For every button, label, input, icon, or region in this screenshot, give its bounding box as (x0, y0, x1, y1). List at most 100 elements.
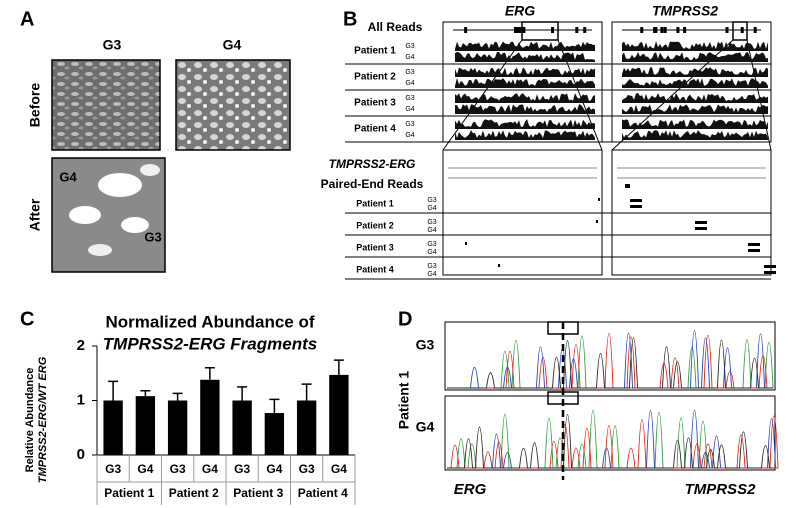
bar (103, 400, 123, 455)
trace (447, 410, 773, 469)
sample-label: G4 (405, 132, 414, 139)
read (630, 199, 642, 202)
sample-label: G4 (416, 419, 435, 435)
gene-label: TMPRSS2 (652, 3, 718, 19)
exon (575, 27, 579, 33)
coverage (622, 130, 768, 140)
gene-label: TMPRSS2 (685, 481, 757, 498)
sample-label: G3 (405, 69, 414, 76)
sample-label: G4 (427, 271, 436, 278)
error-bar (140, 389, 151, 397)
exon (522, 27, 526, 33)
error-bar (269, 398, 280, 414)
read (748, 243, 760, 246)
exon (676, 27, 680, 33)
read (748, 249, 760, 252)
coverage (455, 67, 595, 77)
micrograph (51, 157, 166, 273)
patient-label: Patient 1 (396, 371, 412, 430)
error-bar (237, 386, 248, 401)
x-tick-label: G3 (234, 462, 250, 476)
coverage (455, 41, 595, 51)
bar (167, 400, 188, 455)
coverage (622, 78, 768, 88)
coverage (622, 119, 768, 129)
sample-label: G3 (405, 43, 414, 50)
exon (753, 27, 757, 33)
sample-label: G4 (405, 54, 414, 61)
y-tick-label: 0 (77, 446, 85, 463)
coverage (455, 93, 595, 103)
inset-label: G3 (144, 229, 161, 244)
patient-label: Patient 4 (354, 124, 396, 135)
track-title: All Reads (368, 20, 423, 34)
sample-label: G3 (405, 121, 414, 128)
sample-label: G4 (427, 249, 436, 256)
group-label: Patient 4 (298, 486, 348, 500)
coverage (622, 52, 768, 62)
trace (447, 415, 779, 469)
micrograph (51, 59, 161, 151)
read (598, 198, 600, 201)
exon (583, 27, 587, 33)
x-tick-label: G4 (331, 462, 347, 476)
y-axis-label: Relative Abundance (24, 368, 36, 473)
patient-label: Patient 2 (356, 220, 394, 230)
read (498, 264, 500, 267)
patient-label: Patient 3 (354, 98, 396, 109)
coverage (455, 52, 595, 62)
exon (740, 27, 744, 33)
sample-label: G3 (427, 241, 436, 248)
sample-label: G3 (427, 219, 436, 226)
read (630, 205, 642, 208)
sample-label: G3 (427, 197, 436, 204)
column-label: G4 (223, 37, 242, 53)
x-tick-label: G4 (202, 462, 218, 476)
error-bar (333, 359, 344, 375)
exon (518, 27, 522, 33)
x-tick-label: G3 (299, 462, 315, 476)
sample-label: G4 (427, 227, 436, 234)
group-label: Patient 3 (233, 486, 283, 500)
group-label: Patient 1 (104, 486, 154, 500)
bar (135, 396, 156, 455)
error-bar (172, 392, 183, 401)
exon (653, 27, 657, 33)
micrograph (175, 59, 291, 151)
read (695, 227, 707, 230)
chart-subtitle: TMPRSS2-ERG Fragments (103, 334, 317, 353)
coverage (455, 119, 595, 129)
read (764, 271, 776, 274)
coverage (622, 67, 768, 77)
exon (725, 27, 729, 33)
coverage (622, 104, 768, 114)
sample-label: G3 (427, 263, 436, 270)
coverage (455, 130, 595, 140)
panel-label: B (343, 8, 357, 30)
track-subtitle: Paired-End Reads (321, 177, 424, 191)
chromatogram (444, 321, 779, 471)
row-label: After (27, 198, 43, 231)
bar (232, 400, 252, 455)
column-label: G3 (103, 37, 122, 53)
bar (329, 374, 349, 455)
bar (296, 400, 317, 455)
panel-label: A (20, 8, 34, 30)
x-tick-label: G4 (137, 462, 153, 476)
read (596, 220, 598, 223)
patient-label: Patient 3 (356, 242, 394, 252)
error-bar (108, 380, 119, 401)
read (625, 184, 630, 188)
x-tick-label: G3 (105, 462, 121, 476)
row-label: Before (27, 83, 43, 128)
exon (683, 27, 687, 33)
x-tick-label: G4 (266, 462, 282, 476)
inset-label: G4 (59, 169, 77, 184)
trace (447, 409, 776, 469)
track-title: TMPRSS2-ERG (329, 157, 416, 171)
sample-label: G4 (405, 106, 414, 113)
exon (660, 27, 664, 33)
exon (464, 27, 468, 33)
coverage (455, 78, 595, 88)
